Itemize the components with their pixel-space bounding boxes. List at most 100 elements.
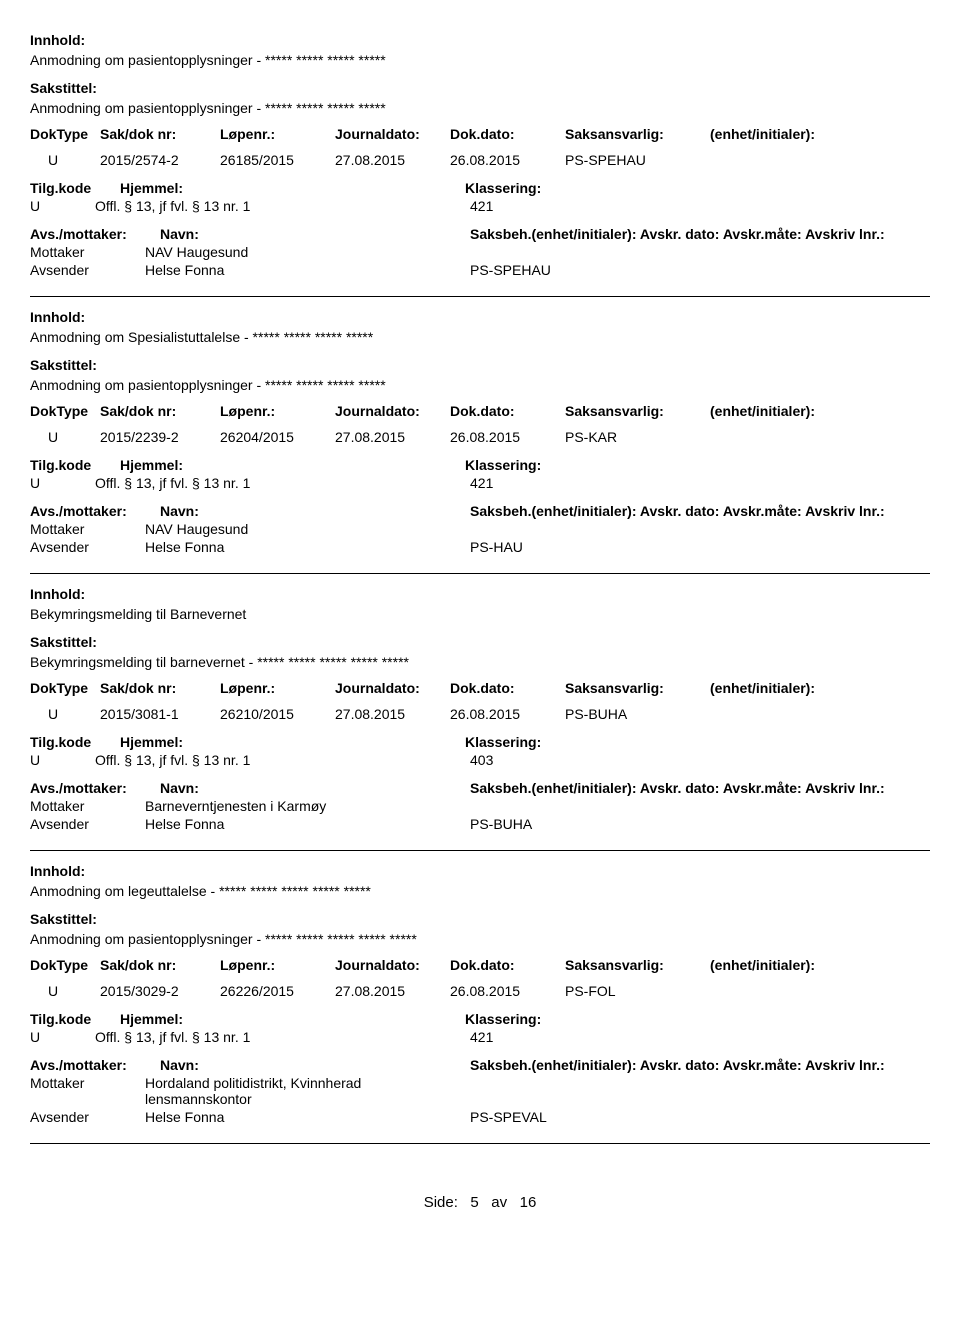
- records-container: Innhold: Anmodning om pasientopplysninge…: [30, 32, 930, 1144]
- sakstittel-text: Bekymringsmelding til barnevernet - ****…: [30, 654, 930, 670]
- saksansvarlig-label: Saksansvarlig:: [565, 957, 710, 973]
- sakdok-value: 2015/2574-2: [100, 152, 220, 168]
- party-name: Hordaland politidistrikt, Kvinnherad len…: [145, 1075, 470, 1107]
- journaldato-value: 27.08.2015: [335, 706, 450, 722]
- journaldato-label: Journaldato:: [335, 403, 450, 419]
- doktype-value: U: [30, 983, 100, 999]
- sakdok-label: Sak/dok nr:: [100, 680, 220, 696]
- hjemmel-header-row: Tilg.kode Hjemmel: Klassering:: [30, 734, 930, 750]
- party-role: Avsender: [30, 262, 145, 278]
- journaldato-label: Journaldato:: [335, 680, 450, 696]
- sakdok-value: 2015/3029-2: [100, 983, 220, 999]
- saksansvarlig-value: PS-BUHA: [565, 706, 710, 722]
- meta-value-row: U 2015/3029-2 26226/2015 27.08.2015 26.0…: [30, 983, 930, 999]
- dokdato-value: 26.08.2015: [450, 706, 565, 722]
- party-role: Avsender: [30, 816, 145, 832]
- lopenr-label: Løpenr.:: [220, 957, 335, 973]
- journaldato-value: 27.08.2015: [335, 983, 450, 999]
- tilgkode-label: Tilg.kode: [30, 1011, 120, 1027]
- enhet-value: [710, 429, 860, 445]
- journal-record: Innhold: Anmodning om Spesialistuttalels…: [30, 309, 930, 574]
- party-row: Avsender Helse Fonna PS-SPEHAU: [30, 262, 930, 278]
- meta-header-row: DokType Sak/dok nr: Løpenr.: Journaldato…: [30, 126, 930, 142]
- tilgkode-value: U: [30, 1029, 95, 1045]
- innhold-text: Bekymringsmelding til Barnevernet: [30, 606, 930, 622]
- klassering-value: 421: [470, 475, 670, 491]
- meta-header-row: DokType Sak/dok nr: Løpenr.: Journaldato…: [30, 403, 930, 419]
- doktype-label: DokType: [30, 126, 100, 142]
- meta-header-row: DokType Sak/dok nr: Løpenr.: Journaldato…: [30, 680, 930, 696]
- party-row: Mottaker Barneverntjenesten i Karmøy: [30, 798, 930, 814]
- klassering-value: 421: [470, 198, 670, 214]
- journaldato-label: Journaldato:: [335, 126, 450, 142]
- hjemmel-value-row: U Offl. § 13, jf fvl. § 13 nr. 1 403: [30, 752, 930, 768]
- doktype-label: DokType: [30, 680, 100, 696]
- tilgkode-value: U: [30, 752, 95, 768]
- navn-label: Navn:: [160, 1057, 470, 1073]
- sakdok-label: Sak/dok nr:: [100, 126, 220, 142]
- meta-value-row: U 2015/3081-1 26210/2015 27.08.2015 26.0…: [30, 706, 930, 722]
- avsmottaker-label: Avs./mottaker:: [30, 1057, 160, 1073]
- party-role: Mottaker: [30, 244, 145, 260]
- sakdok-label: Sak/dok nr:: [100, 957, 220, 973]
- lopenr-value: 26185/2015: [220, 152, 335, 168]
- saksansvarlig-label: Saksansvarlig:: [565, 680, 710, 696]
- meta-value-row: U 2015/2574-2 26185/2015 27.08.2015 26.0…: [30, 152, 930, 168]
- hjemmel-header-row: Tilg.kode Hjemmel: Klassering:: [30, 180, 930, 196]
- doktype-label: DokType: [30, 957, 100, 973]
- klassering-label: Klassering:: [465, 734, 665, 750]
- sakdok-value: 2015/2239-2: [100, 429, 220, 445]
- innhold-text: Anmodning om legeuttalelse - ***** *****…: [30, 883, 930, 899]
- innhold-text: Anmodning om pasientopplysninger - *****…: [30, 52, 930, 68]
- party-name: Helse Fonna: [145, 539, 470, 555]
- sakstittel-text: Anmodning om pasientopplysninger - *****…: [30, 377, 930, 393]
- party-header-row: Avs./mottaker: Navn: Saksbeh.(enhet/init…: [30, 226, 930, 242]
- navn-label: Navn:: [160, 503, 470, 519]
- hjemmel-value-row: U Offl. § 13, jf fvl. § 13 nr. 1 421: [30, 475, 930, 491]
- klassering-label: Klassering:: [465, 1011, 665, 1027]
- hjemmel-value: Offl. § 13, jf fvl. § 13 nr. 1: [95, 752, 470, 768]
- journaldato-label: Journaldato:: [335, 957, 450, 973]
- saksansvarlig-label: Saksansvarlig:: [565, 126, 710, 142]
- party-name: Barneverntjenesten i Karmøy: [145, 798, 470, 814]
- klassering-value: 403: [470, 752, 670, 768]
- journaldato-value: 27.08.2015: [335, 429, 450, 445]
- sakstittel-text: Anmodning om pasientopplysninger - *****…: [30, 100, 930, 116]
- innhold-label: Innhold:: [30, 863, 930, 879]
- journal-record: Innhold: Bekymringsmelding til Barnevern…: [30, 586, 930, 851]
- enhet-label: (enhet/initialer):: [710, 680, 860, 696]
- party-unit: [470, 521, 670, 537]
- footer-sep: av: [491, 1194, 507, 1211]
- party-name: Helse Fonna: [145, 816, 470, 832]
- meta-header-row: DokType Sak/dok nr: Løpenr.: Journaldato…: [30, 957, 930, 973]
- doktype-value: U: [30, 429, 100, 445]
- navn-label: Navn:: [160, 226, 470, 242]
- enhet-value: [710, 152, 860, 168]
- page-footer: Side: 5 av 16: [30, 1194, 930, 1211]
- saksansvarlig-label: Saksansvarlig:: [565, 403, 710, 419]
- party-unit: [470, 244, 670, 260]
- meta-value-row: U 2015/2239-2 26204/2015 27.08.2015 26.0…: [30, 429, 930, 445]
- lopenr-label: Løpenr.:: [220, 680, 335, 696]
- party-name: NAV Haugesund: [145, 521, 470, 537]
- party-role: Avsender: [30, 1109, 145, 1125]
- party-row: Mottaker NAV Haugesund: [30, 244, 930, 260]
- party-role: Mottaker: [30, 798, 145, 814]
- footer-page: 5: [470, 1194, 478, 1211]
- party-name: NAV Haugesund: [145, 244, 470, 260]
- sakstittel-label: Sakstittel:: [30, 634, 930, 650]
- hjemmel-value: Offl. § 13, jf fvl. § 13 nr. 1: [95, 1029, 470, 1045]
- party-unit: PS-HAU: [470, 539, 670, 555]
- klassering-value: 421: [470, 1029, 670, 1045]
- sakstittel-label: Sakstittel:: [30, 80, 930, 96]
- dokdato-label: Dok.dato:: [450, 403, 565, 419]
- dokdato-value: 26.08.2015: [450, 429, 565, 445]
- saksbeh-label: Saksbeh.(enhet/initialer): Avskr. dato: …: [470, 503, 890, 519]
- sakstittel-label: Sakstittel:: [30, 357, 930, 373]
- sakdok-label: Sak/dok nr:: [100, 403, 220, 419]
- klassering-label: Klassering:: [465, 180, 665, 196]
- doktype-label: DokType: [30, 403, 100, 419]
- lopenr-label: Løpenr.:: [220, 126, 335, 142]
- klassering-label: Klassering:: [465, 457, 665, 473]
- journal-record: Innhold: Anmodning om pasientopplysninge…: [30, 32, 930, 297]
